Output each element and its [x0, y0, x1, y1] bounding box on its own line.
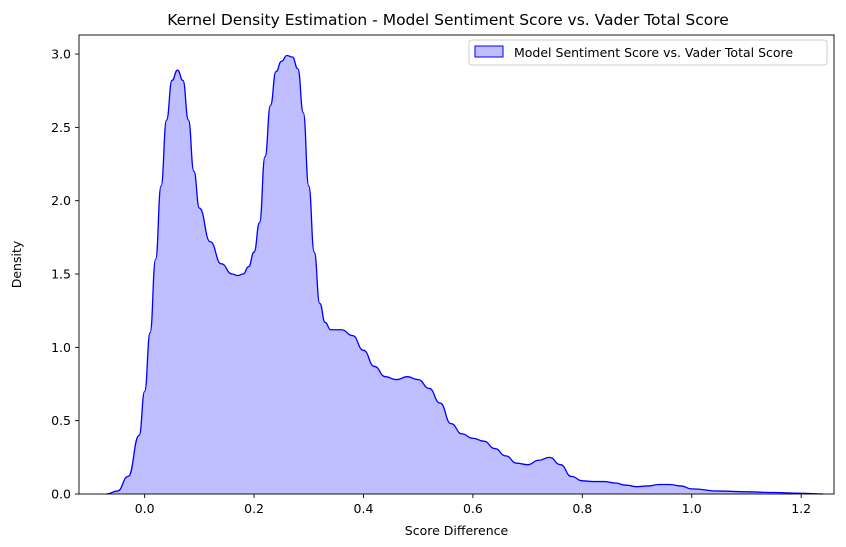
- x-tick-label: 1.0: [682, 501, 702, 516]
- y-tick-label: 0.5: [51, 413, 71, 428]
- y-axis-label: Density: [9, 240, 24, 288]
- x-tick-label: 1.2: [791, 501, 811, 516]
- legend-swatch: [474, 45, 504, 58]
- y-tick-label: 2.0: [51, 193, 71, 208]
- y-tick-label: 3.0: [51, 47, 71, 62]
- chart-title: Kernel Density Estimation - Model Sentim…: [167, 11, 729, 29]
- y-tick-label: 0.0: [51, 487, 71, 502]
- x-axis-label: Score Difference: [405, 523, 509, 538]
- kde-area-fill: [106, 55, 824, 494]
- axes-frame: [78, 34, 835, 495]
- x-tick-label: 0.0: [135, 501, 155, 516]
- y-tick-label: 1.0: [51, 340, 71, 355]
- x-tick-label: 0.8: [572, 501, 592, 516]
- legend: Model Sentiment Score vs. Vader Total Sc…: [468, 39, 828, 66]
- y-tick-label: 2.5: [51, 120, 71, 135]
- y-axis: 0.0 0.5 1.0 1.5 2.0 2.5 3.0: [51, 47, 79, 502]
- legend-box: [468, 39, 828, 66]
- x-tick-label: 0.2: [244, 501, 264, 516]
- plot-area: [106, 54, 824, 495]
- kde-line: [106, 54, 824, 495]
- y-tick-label: 1.5: [51, 267, 71, 282]
- x-tick-label: 0.6: [463, 501, 483, 516]
- x-tick-label: 0.4: [354, 501, 374, 516]
- x-axis: 0.0 0.2 0.4 0.6 0.8 1.0 1.2: [135, 494, 811, 516]
- legend-label: Model Sentiment Score vs. Vader Total Sc…: [514, 45, 793, 60]
